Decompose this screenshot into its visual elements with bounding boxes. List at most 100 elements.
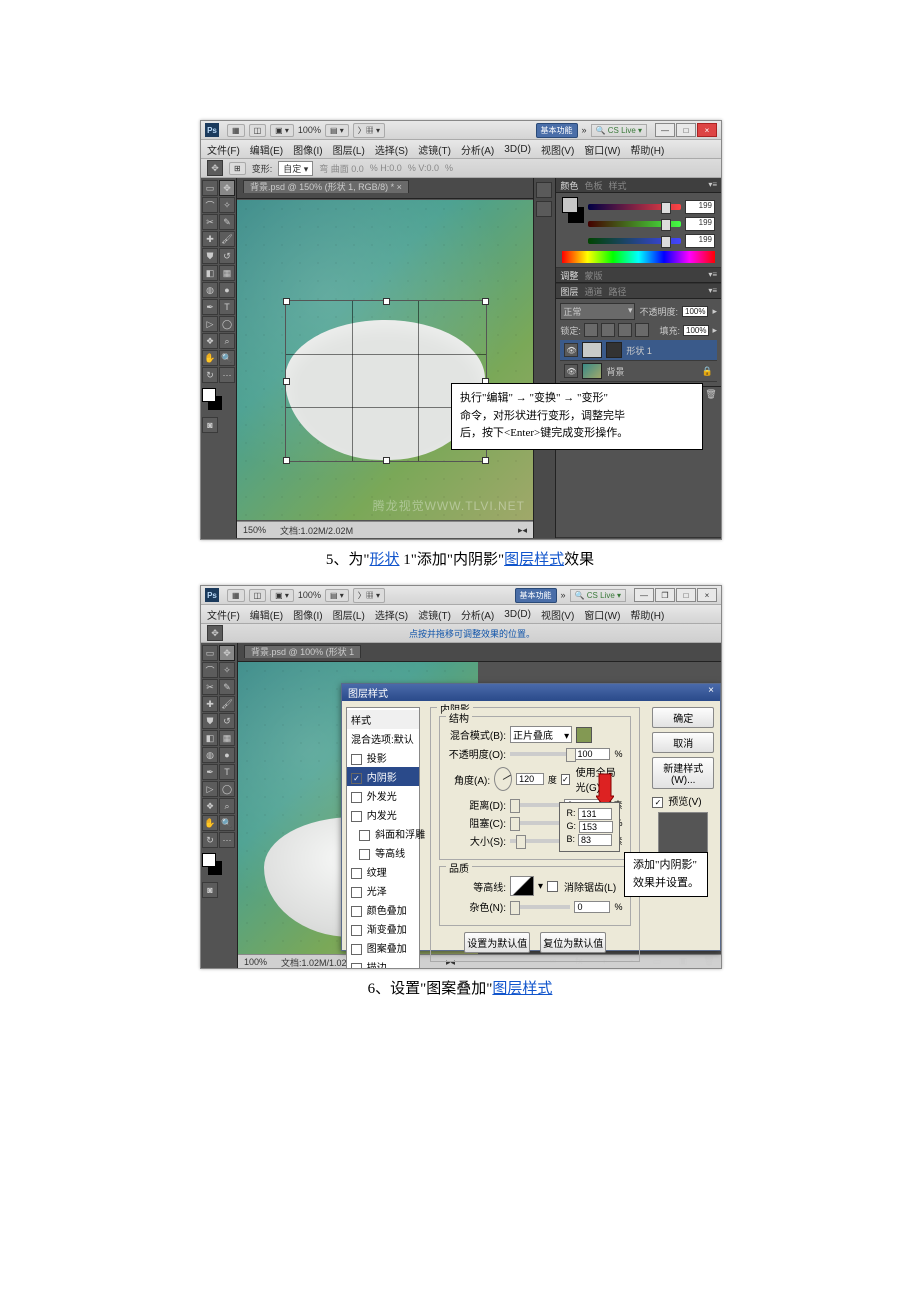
workspace-button[interactable]: 基本功能 — [515, 588, 557, 603]
opacity-input[interactable]: 100 — [574, 748, 610, 760]
window-restore-icon[interactable]: ❐ — [655, 588, 675, 602]
size-slider[interactable] — [510, 839, 560, 843]
style-item[interactable]: 颜色叠加 — [347, 900, 419, 919]
contour-picker[interactable] — [510, 876, 534, 896]
warp-handle[interactable] — [283, 378, 290, 385]
menu-select[interactable]: 选择(S) — [375, 142, 408, 157]
hand-tool-icon[interactable]: ✋ — [202, 815, 218, 831]
style-item[interactable]: 内发光 — [347, 805, 419, 824]
warp-handle[interactable] — [283, 298, 290, 305]
menu-layer[interactable]: 图层(L) — [333, 142, 365, 157]
toolbar-btn[interactable]: ◫ — [249, 589, 267, 602]
new-style-button[interactable]: 新建样式(W)... — [652, 757, 714, 789]
cslive-button[interactable]: 🔍 CS Live ▾ — [570, 589, 626, 602]
dialog-close-icon[interactable]: × — [708, 685, 714, 700]
warp-handle[interactable] — [482, 457, 489, 464]
screen-mode-icon[interactable]: ▣ ▾ — [270, 589, 294, 602]
color-tab[interactable]: 颜色 — [560, 179, 578, 192]
move-tool-icon[interactable]: ✥ — [207, 625, 223, 641]
status-play-icon[interactable]: ▸◂ — [518, 525, 527, 536]
shape-tool-icon[interactable]: ◯ — [219, 316, 235, 332]
rotate-view-icon[interactable]: ↻ — [202, 832, 218, 848]
brush-tool-icon[interactable]: 🖌 — [219, 231, 235, 247]
wand-tool-icon[interactable]: ✧ — [219, 662, 235, 678]
g-slider[interactable] — [588, 221, 681, 227]
type-tool-icon[interactable]: T — [219, 764, 235, 780]
blur-tool-icon[interactable]: ◍ — [202, 282, 218, 298]
shape-tool-icon[interactable]: ◯ — [219, 781, 235, 797]
window-min-icon[interactable]: — — [655, 123, 675, 137]
document-tab[interactable]: 背景.psd @ 100% (形状 1 — [244, 645, 361, 658]
eyedrop-tool-icon[interactable]: ✎ — [219, 679, 235, 695]
angle-input[interactable]: 120 — [516, 773, 544, 785]
link-layerstyle[interactable]: 图层样式 — [504, 552, 564, 568]
visibility-icon[interactable]: 👁 — [564, 343, 578, 357]
global-light-checkbox[interactable]: ✓ — [561, 774, 570, 785]
dodge-tool-icon[interactable]: ● — [219, 747, 235, 763]
heal-tool-icon[interactable]: ✚ — [202, 696, 218, 712]
tool-preset-icon[interactable]: ✥ — [207, 160, 223, 176]
distance-slider[interactable] — [510, 803, 560, 807]
link-layerstyle[interactable]: 图层样式 — [492, 981, 552, 997]
menu-window[interactable]: 窗口(W) — [584, 142, 620, 157]
misc-tool-icon[interactable]: ⋯ — [219, 832, 235, 848]
view-icon[interactable]: 〉▦ ▾ — [353, 123, 385, 138]
b-slider[interactable] — [588, 238, 681, 244]
3d-tool-icon[interactable]: ❖ — [202, 798, 218, 814]
gradient-tool-icon[interactable]: ▦ — [219, 730, 235, 746]
blend-mode-dropdown[interactable]: 正常▾ — [560, 303, 635, 320]
lock-trans-icon[interactable] — [584, 323, 598, 337]
canvas[interactable]: 腾龙视觉WWW.TLVI.NET — [237, 200, 533, 520]
foreground-swatch[interactable] — [202, 388, 216, 402]
lock-pixels-icon[interactable] — [601, 323, 615, 337]
cancel-button[interactable]: 取消 — [652, 732, 714, 753]
menu-filter[interactable]: 滤镜(T) — [418, 142, 451, 157]
menu-layer[interactable]: 图层(L) — [333, 607, 365, 622]
rotate-view-icon[interactable]: ↻ — [202, 367, 218, 383]
b-input[interactable]: 83 — [578, 834, 612, 846]
warp-handle[interactable] — [383, 298, 390, 305]
stamp-tool-icon[interactable]: ⛊ — [202, 248, 218, 264]
paths-tab[interactable]: 路径 — [608, 285, 626, 298]
color-ramp[interactable] — [562, 251, 715, 263]
layers-tab[interactable]: 图层 — [560, 285, 578, 298]
toolbar-btn[interactable]: ▦ — [227, 124, 245, 137]
history-brush-icon[interactable]: ↺ — [219, 248, 235, 264]
quickmask-icon[interactable]: ◙ — [202, 417, 218, 433]
menu-analysis[interactable]: 分析(A) — [461, 607, 494, 622]
menu-file[interactable]: 文件(F) — [207, 142, 240, 157]
toolbar-btn[interactable]: ◫ — [249, 124, 267, 137]
window-close-icon[interactable]: × — [697, 588, 717, 602]
antialias-checkbox[interactable] — [547, 881, 558, 892]
workspace-button[interactable]: 基本功能 — [536, 123, 578, 138]
styles-header[interactable]: 样式 — [347, 710, 419, 729]
eraser-tool-icon[interactable]: ◧ — [202, 265, 218, 281]
dialog-titlebar[interactable]: 图层样式 × — [342, 684, 720, 701]
preview-checkbox[interactable]: ✓ — [652, 797, 663, 808]
style-item[interactable]: 图案叠加 — [347, 938, 419, 957]
ok-button[interactable]: 确定 — [652, 707, 714, 728]
lock-pos-icon[interactable] — [618, 323, 632, 337]
eyedrop-tool-icon[interactable]: ✎ — [219, 214, 235, 230]
crop-tool-icon[interactable]: ✂ — [202, 214, 218, 230]
menu-view[interactable]: 视图(V) — [541, 607, 574, 622]
menu-select[interactable]: 选择(S) — [375, 607, 408, 622]
menu-filter[interactable]: 滤镜(T) — [418, 607, 451, 622]
window-max-icon[interactable]: □ — [676, 588, 696, 602]
cslive-button[interactable]: 🔍 CS Live ▾ — [591, 124, 647, 137]
warp-mode-dropdown[interactable]: 自定 ▾ — [278, 161, 313, 176]
gradient-tool-icon[interactable]: ▦ — [219, 265, 235, 281]
zoom-tool-icon[interactable]: 🔍 — [219, 350, 235, 366]
channels-tab[interactable]: 通道 — [584, 285, 602, 298]
quickmask-icon[interactable]: ◙ — [202, 882, 218, 898]
style-item[interactable]: 纹理 — [347, 862, 419, 881]
style-item[interactable]: 描边 — [347, 957, 419, 969]
misc-tool-icon[interactable]: ⋯ — [219, 367, 235, 383]
more-icon[interactable]: » — [561, 590, 566, 600]
blur-tool-icon[interactable]: ◍ — [202, 747, 218, 763]
color-swatches[interactable] — [202, 853, 236, 875]
camera-tool-icon[interactable]: ⌕ — [219, 333, 235, 349]
more-icon[interactable]: » — [582, 125, 587, 135]
arrange-icon[interactable]: ▤ ▾ — [325, 124, 349, 137]
b-value[interactable]: 199 — [685, 234, 715, 248]
